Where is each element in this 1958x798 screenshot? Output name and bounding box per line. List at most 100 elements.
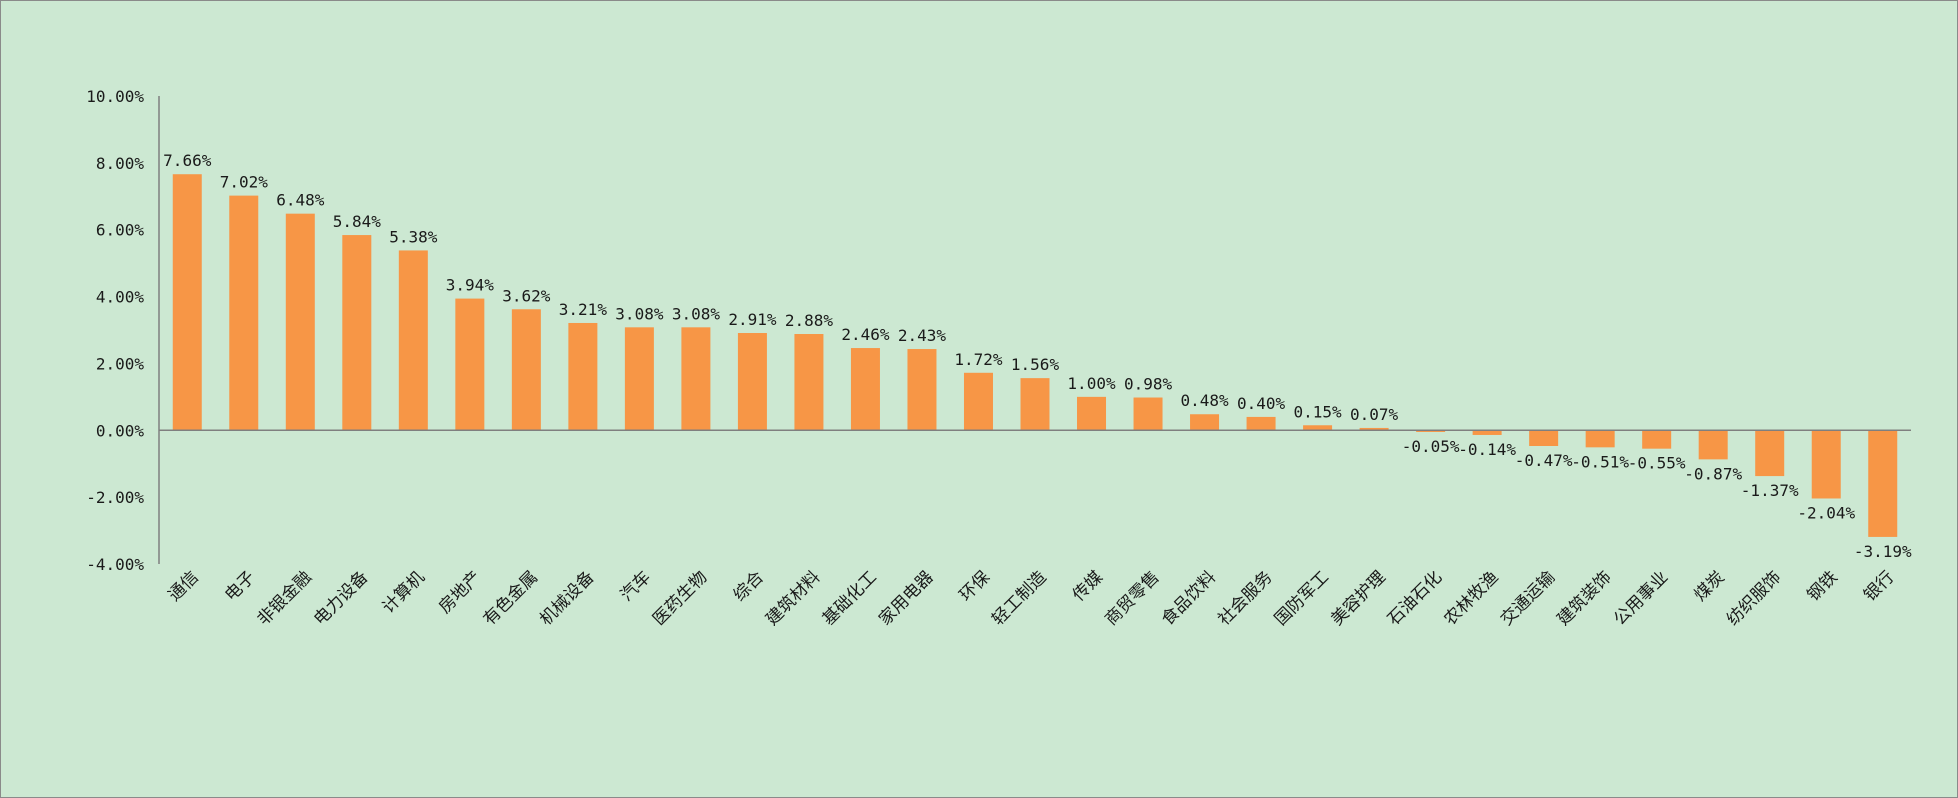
category-label: 机械设备 — [536, 567, 598, 629]
bar — [398, 250, 428, 431]
data-label: 6.48% — [276, 191, 325, 210]
bar — [229, 195, 259, 431]
category-label: 家用电器 — [875, 567, 937, 629]
category-label: 基础化工 — [819, 567, 881, 629]
bar — [455, 298, 485, 431]
data-label: 5.84% — [333, 212, 382, 231]
data-label: 2.43% — [898, 326, 947, 345]
data-label: 0.15% — [1293, 402, 1342, 421]
data-label: 1.00% — [1067, 374, 1116, 393]
data-label: 3.62% — [502, 286, 551, 305]
category-label: 社会服务 — [1214, 567, 1276, 629]
category-label: 石油石化 — [1384, 567, 1446, 629]
data-labels-group: 7.66% 7.02% 6.48% 5.84% 5.38% 3.94% 3.62% 3.21%… — [163, 151, 1912, 561]
data-label: 3.21% — [559, 300, 608, 319]
category-label: 公用事业 — [1610, 567, 1672, 629]
data-label: 2.46% — [841, 325, 890, 344]
bar — [172, 174, 202, 431]
data-label: -0.05% — [1402, 437, 1460, 456]
bar — [907, 349, 937, 431]
bar — [1811, 430, 1841, 499]
category-label: 轻工制造 — [988, 567, 1050, 629]
y-tick-label: 10.00% — [86, 87, 144, 106]
data-label: 7.66% — [163, 151, 212, 170]
bar — [1472, 430, 1502, 435]
category-label: 钢铁 — [1804, 567, 1842, 605]
category-label: 房地产 — [435, 567, 485, 617]
bar — [624, 327, 654, 431]
bar — [285, 213, 315, 431]
bar — [850, 348, 880, 431]
bar — [1868, 430, 1898, 537]
bar — [1246, 416, 1276, 431]
y-tick-label: 2.00% — [96, 354, 145, 373]
data-label: -0.87% — [1684, 464, 1742, 483]
data-label: 3.08% — [615, 304, 664, 323]
data-label: 0.07% — [1350, 405, 1399, 424]
category-label: 通信 — [165, 567, 203, 605]
category-label: 建筑材料 — [762, 567, 824, 629]
data-label: 3.08% — [672, 304, 721, 323]
bars-group — [172, 174, 1898, 537]
category-label: 纺织服饰 — [1723, 567, 1785, 629]
y-tick-label: 4.00% — [96, 288, 145, 307]
category-label: 电力设备 — [310, 567, 372, 629]
data-label: -3.19% — [1854, 542, 1912, 561]
category-label: 煤炭 — [1691, 567, 1729, 605]
category-label: 有色金属 — [480, 567, 542, 629]
bar — [1755, 430, 1785, 477]
data-label: 3.94% — [446, 276, 495, 295]
category-label: 建筑装饰 — [1553, 567, 1615, 629]
data-label: -0.14% — [1458, 440, 1516, 459]
data-label: -0.47% — [1515, 451, 1573, 470]
y-tick-label: 0.00% — [96, 421, 145, 440]
bar — [737, 333, 767, 431]
category-label: 交通运输 — [1497, 567, 1559, 629]
data-label: 2.91% — [728, 310, 777, 329]
data-label: 0.40% — [1237, 394, 1286, 413]
bar — [1529, 430, 1559, 446]
data-label: 0.48% — [1180, 391, 1229, 410]
bar — [681, 327, 711, 431]
bar — [1303, 425, 1333, 431]
data-label: 7.02% — [220, 173, 269, 192]
bar — [511, 309, 541, 431]
bar — [1585, 430, 1615, 448]
category-label: 国防军工 — [1271, 567, 1333, 629]
bar — [1416, 430, 1446, 432]
y-tick-label: -2.00% — [86, 488, 144, 507]
category-label: 计算机 — [379, 567, 429, 617]
bar — [1359, 427, 1389, 431]
y-tick-label: -4.00% — [86, 555, 144, 574]
bar — [1133, 397, 1163, 431]
category-label: 食品饮料 — [1158, 567, 1220, 629]
bar — [963, 372, 993, 431]
category-label: 医药生物 — [649, 567, 711, 629]
data-label: 1.56% — [1011, 355, 1060, 374]
bar — [1642, 430, 1672, 449]
bar — [342, 235, 372, 431]
category-label: 传媒 — [1069, 567, 1107, 605]
category-label: 环保 — [956, 567, 994, 605]
category-label: 综合 — [730, 567, 768, 605]
data-label: -0.51% — [1571, 452, 1629, 471]
data-label: 0.98% — [1124, 375, 1173, 394]
category-label: 商贸零售 — [1101, 567, 1163, 629]
category-label: 农林牧渔 — [1440, 567, 1502, 629]
bar — [1020, 378, 1050, 431]
bar — [1077, 396, 1107, 431]
category-label: 非银金融 — [254, 567, 316, 629]
y-tick-label: 8.00% — [96, 154, 145, 173]
y-axis-ticks: 10.00% 8.00% 6.00% 4.00% 2.00% 0.00% -2.00% -4.… — [86, 87, 144, 574]
y-tick-label: 6.00% — [96, 221, 145, 240]
category-label: 电子 — [221, 567, 259, 605]
category-label: 银行 — [1860, 567, 1898, 605]
bar — [1698, 430, 1728, 460]
category-label: 美容护理 — [1327, 567, 1389, 629]
data-label: -1.37% — [1741, 481, 1799, 500]
data-label: 1.72% — [954, 350, 1003, 369]
data-label: 5.38% — [389, 227, 438, 246]
